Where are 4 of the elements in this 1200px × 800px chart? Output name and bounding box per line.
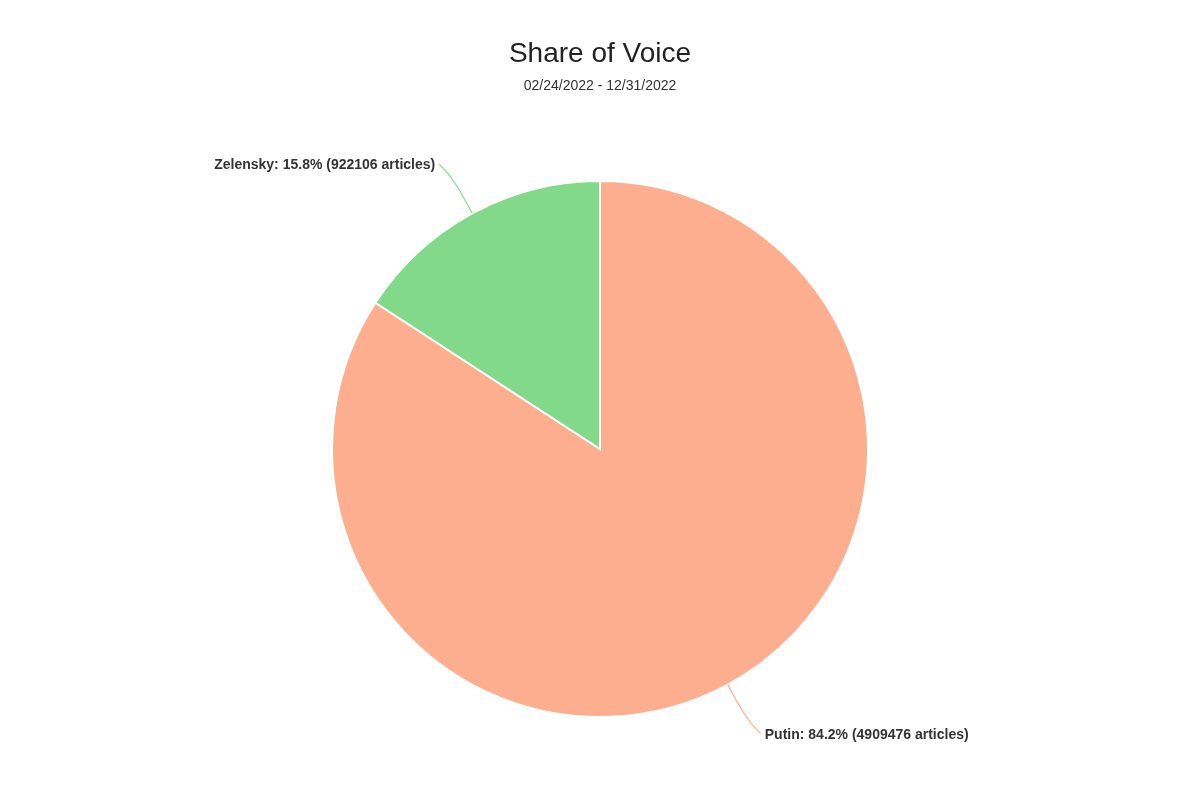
chart-title: Share of Voice	[508, 37, 692, 68]
chart-subtitle: 02/24/2022 - 12/31/2022	[523, 77, 677, 93]
slice-label: Zelensky: 15.8% (922106 articles)	[214, 156, 436, 173]
slice-label: Putin: 84.2% (4909476 articles)	[764, 725, 969, 742]
